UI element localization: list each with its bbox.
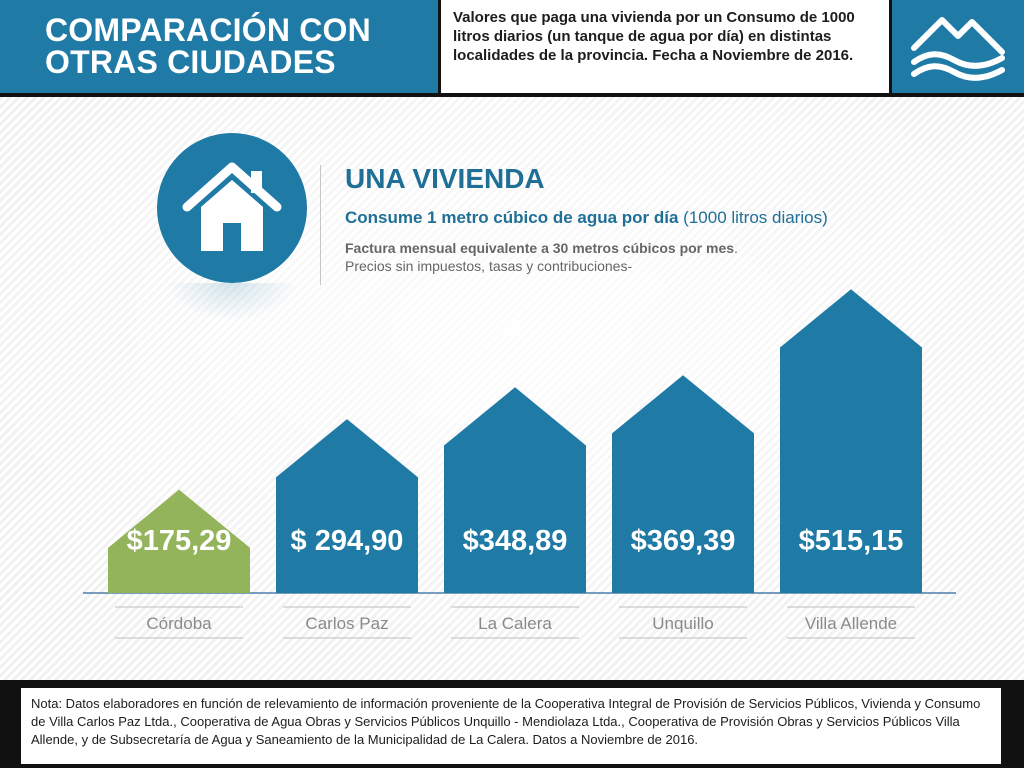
billing-info-line2: Precios sin impuestos, tasas y contribuc… xyxy=(345,258,633,274)
category-label: La Calera xyxy=(478,614,552,633)
vertical-divider xyxy=(320,165,321,285)
header-divider xyxy=(0,93,1024,97)
title-box: COMPARACIÓN CON OTRAS CIUDADES xyxy=(0,0,438,93)
category-label: Unquillo xyxy=(652,614,713,633)
section-heading: UNA VIVIENDA xyxy=(345,163,545,194)
bar-c-rdoba xyxy=(108,489,250,593)
value-label: $369,39 xyxy=(631,525,736,557)
footer: Nota: Datos elaboradores en función de r… xyxy=(0,680,1024,768)
billing-info-rest: . xyxy=(734,240,738,256)
value-label: $348,89 xyxy=(463,525,568,557)
logo xyxy=(892,0,1024,93)
house-icon xyxy=(182,162,282,251)
billing-info-bold: Factura mensual equivalente a 30 metros … xyxy=(345,240,735,256)
header-description: Valores que paga una vivienda por un Con… xyxy=(453,9,855,64)
bar-carlos-paz xyxy=(276,419,418,593)
mountains-water-logo-icon xyxy=(911,17,1005,81)
category-label: Villa Allende xyxy=(805,614,897,633)
footer-note: Nota: Datos elaboradores en función de r… xyxy=(31,696,981,747)
header: COMPARACIÓN CON OTRAS CIUDADES Valores q… xyxy=(0,0,1024,93)
billing-info: Factura mensual equivalente a 30 metros … xyxy=(345,239,738,275)
category-label: Córdoba xyxy=(146,614,212,633)
consumption-subtitle-rest: (1000 litros diarios) xyxy=(678,208,828,227)
house-circle xyxy=(157,133,307,283)
category-label: Carlos Paz xyxy=(305,614,388,633)
value-label: $175,29 xyxy=(127,525,232,557)
bar-villa-allende xyxy=(780,289,922,593)
billing-info-line1: Factura mensual equivalente a 30 metros … xyxy=(345,239,738,257)
main-panel: UNA VIVIENDA Consume 1 metro cúbico de a… xyxy=(0,97,1024,680)
bar-la-calera xyxy=(444,387,586,593)
value-label: $ 294,90 xyxy=(291,525,404,557)
circle-reflection xyxy=(166,283,298,321)
consumption-subtitle: Consume 1 metro cúbico de agua por día (… xyxy=(345,208,828,228)
value-label: $515,15 xyxy=(799,525,904,557)
footer-box: Nota: Datos elaboradores en función de r… xyxy=(21,688,1001,764)
consumption-subtitle-bold: Consume 1 metro cúbico de agua por día xyxy=(345,208,679,227)
bar-unquillo xyxy=(612,375,754,593)
description-box: Valores que paga una vivienda por un Con… xyxy=(441,0,889,93)
page-title: COMPARACIÓN CON OTRAS CIUDADES xyxy=(45,12,371,80)
price-chart: $175,29 Córdoba $ 294,90 Carlos Paz $348,89 L… xyxy=(83,289,956,639)
